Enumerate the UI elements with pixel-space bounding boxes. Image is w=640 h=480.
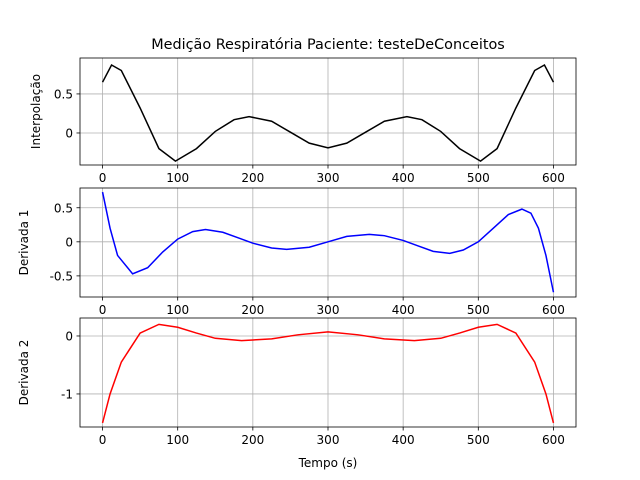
y-axis-label: Derivada 2: [17, 340, 31, 406]
x-tick-label: 400: [392, 171, 415, 185]
data-line: [101, 191, 555, 293]
y-tick-label: 0: [65, 329, 73, 343]
x-tick-label: 500: [467, 433, 490, 447]
y-tick-label: 0.5: [54, 201, 73, 215]
axes-frame: [79, 187, 577, 298]
x-tick-label: 600: [542, 303, 565, 317]
x-tick-label: 100: [166, 171, 189, 185]
x-tick-label: 200: [241, 171, 264, 185]
x-tick-label: 0: [99, 303, 107, 317]
x-tick-label: 600: [542, 171, 565, 185]
y-tick-label: 0: [65, 126, 73, 140]
x-tick-label: 300: [317, 303, 340, 317]
axes-frame: [79, 317, 577, 428]
x-tick-label: 400: [392, 433, 415, 447]
x-tick-label: 300: [317, 171, 340, 185]
x-tick-label: 300: [317, 433, 340, 447]
data-line: [101, 323, 555, 424]
x-tick-label: 200: [241, 303, 264, 317]
x-tick-label: 500: [467, 303, 490, 317]
x-tick-label: 500: [467, 171, 490, 185]
y-tick-label: -0.5: [50, 269, 73, 283]
axes-frame: [79, 57, 577, 166]
x-axis-label: Tempo (s): [298, 456, 358, 470]
x-tick-label: 0: [99, 433, 107, 447]
data-line: [101, 63, 555, 162]
x-tick-label: 400: [392, 303, 415, 317]
x-tick-label: 0: [99, 171, 107, 185]
y-tick-label: -1: [61, 387, 73, 401]
x-tick-label: 100: [166, 303, 189, 317]
y-tick-label: 0: [65, 235, 73, 249]
x-tick-label: 600: [542, 433, 565, 447]
x-tick-label: 200: [241, 433, 264, 447]
chart-title: Medição Respiratória Paciente: testeDeCo…: [151, 37, 505, 53]
x-tick-label: 100: [166, 433, 189, 447]
y-tick-label: 0.5: [54, 87, 73, 101]
y-axis-label: Derivada 1: [17, 210, 31, 276]
y-axis-label: Interpolação: [29, 74, 43, 149]
